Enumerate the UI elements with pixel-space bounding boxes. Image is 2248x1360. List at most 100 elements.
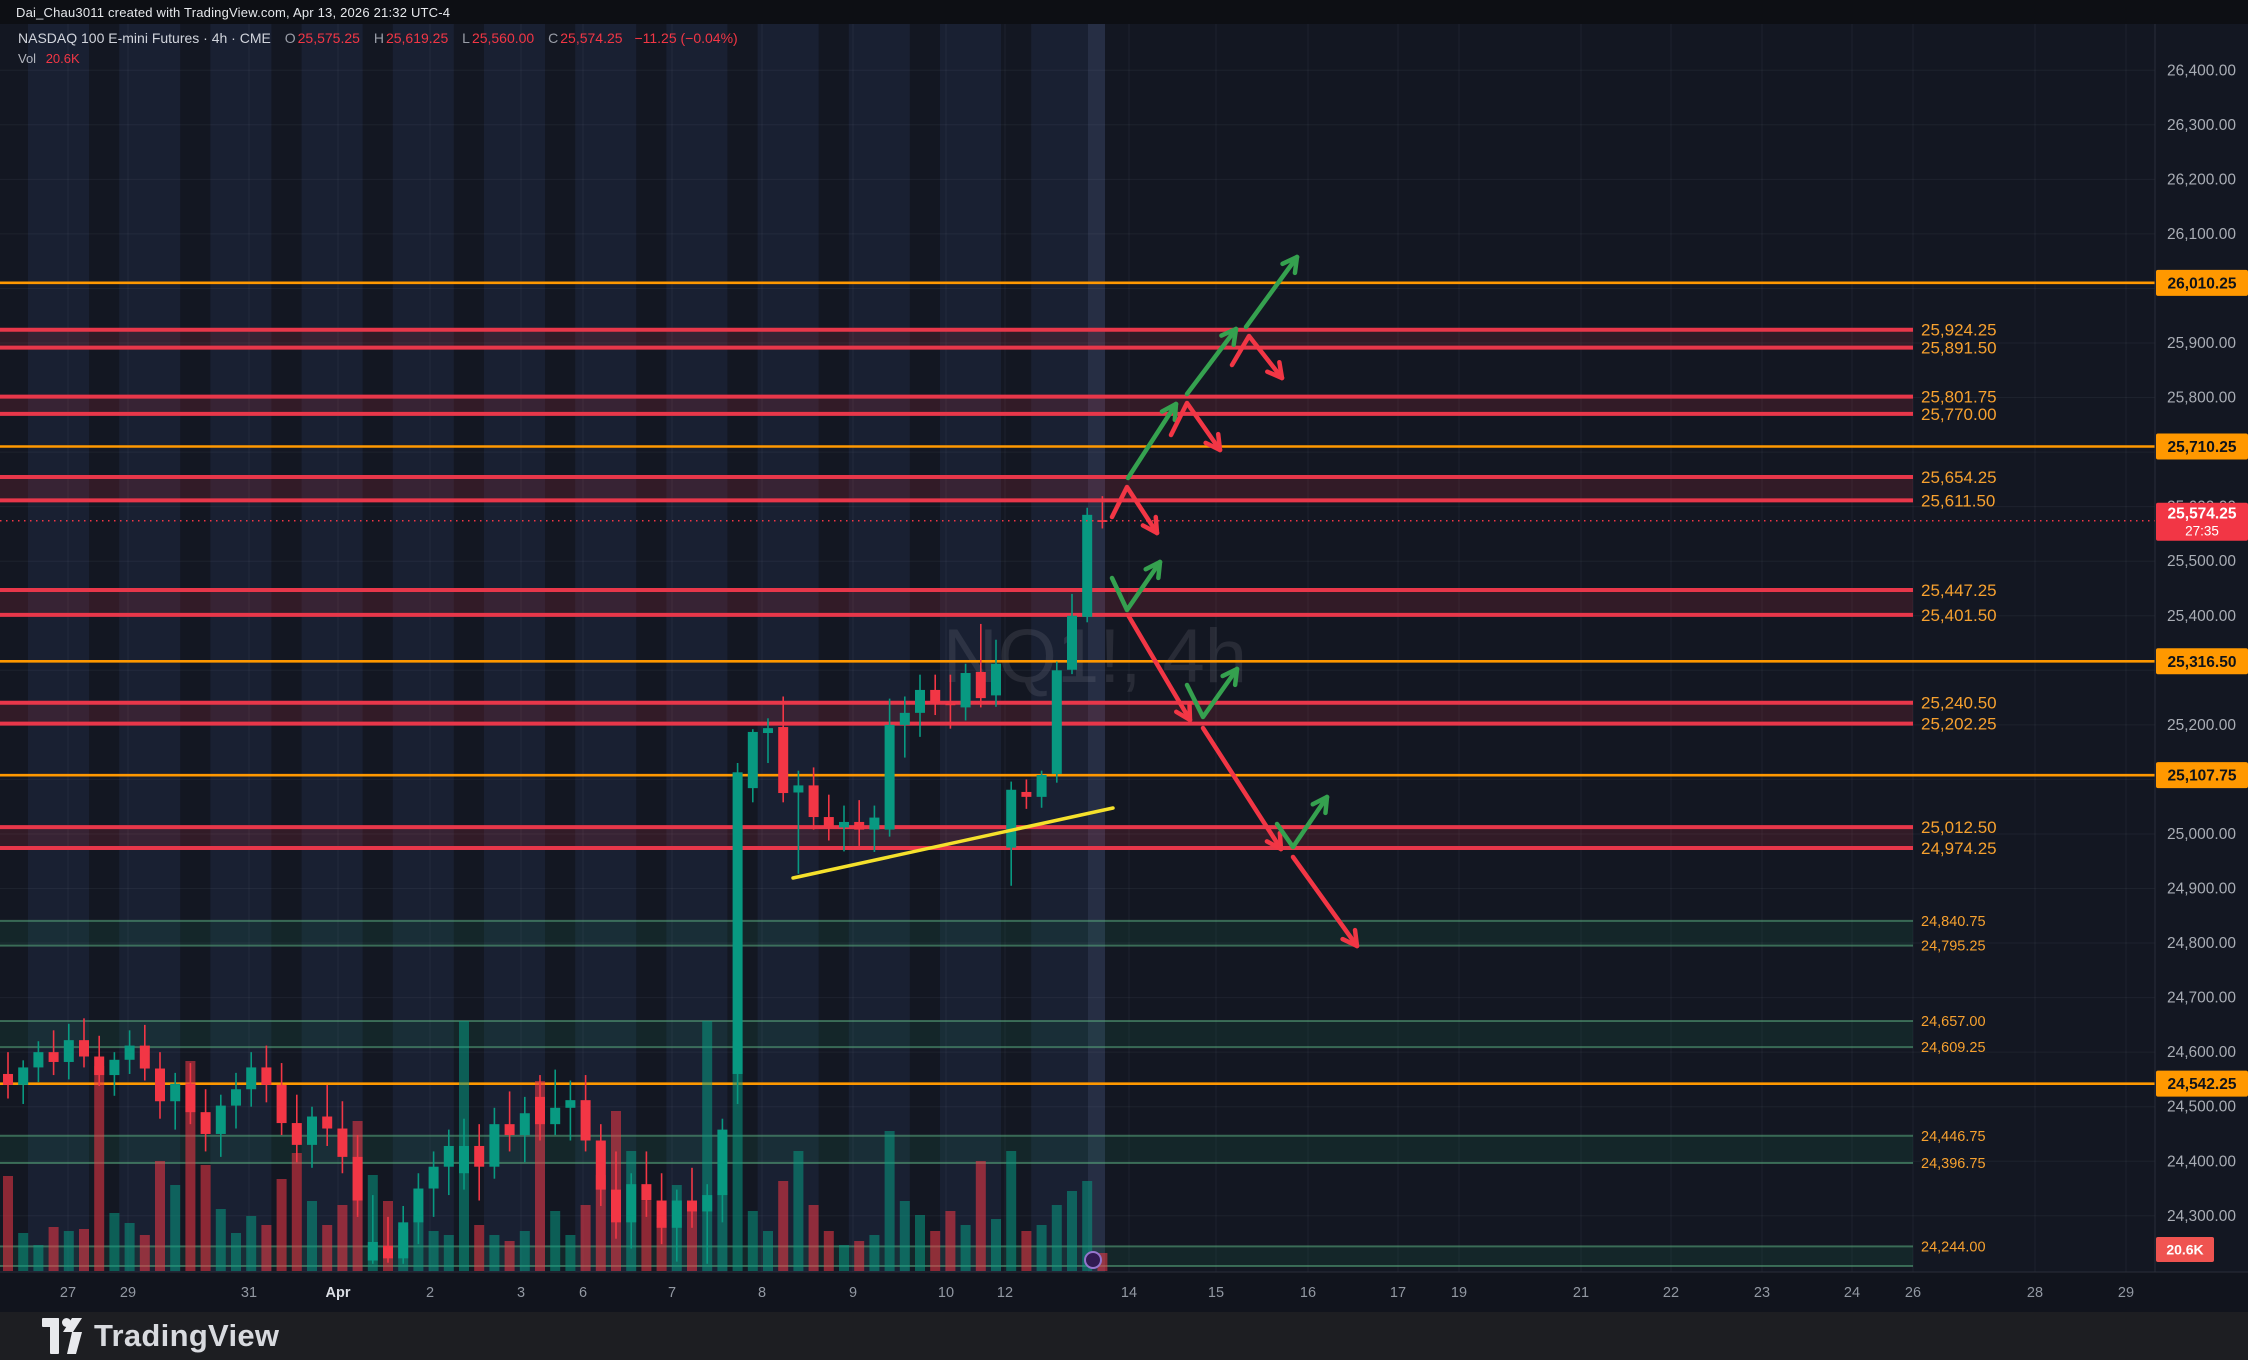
symbol-legend[interactable]: NASDAQ 100 E-mini Futures · 4h · CME O 25… (18, 30, 738, 66)
candle-body (899, 712, 910, 725)
bull-arrow[interactable] (1184, 666, 1240, 720)
bull-arrow[interactable] (1274, 794, 1330, 850)
volume-bar (139, 1235, 150, 1271)
price-axis[interactable]: 26,400.00 26,300.00 26,200.00 26,100.00 25,9… (2154, 24, 2248, 1312)
bull-arrow[interactable] (1125, 401, 1179, 481)
candle-body (869, 817, 880, 830)
bear-arrow[interactable] (1200, 725, 1284, 852)
legend-row-volume: Vol 20.6K (18, 51, 738, 66)
time-axis-label: 22 (1663, 1285, 1679, 1301)
price-axis-label: 25,800.00 (2167, 390, 2236, 407)
time-axis-label: 23 (1754, 1285, 1770, 1301)
level-label: 25,012.50 (1921, 818, 1997, 837)
volume-bar (1067, 1191, 1077, 1271)
candle-body (626, 1184, 637, 1223)
open-value: 25,575.25 (297, 30, 360, 46)
candle-body (155, 1068, 165, 1102)
time-axis-label: Apr (326, 1285, 351, 1301)
level-label: 25,202.25 (1921, 715, 1997, 734)
candle-body (185, 1083, 196, 1113)
time-axis-label: 15 (1208, 1285, 1224, 1301)
volume-bar (1051, 1205, 1062, 1271)
volume-bar (763, 1231, 773, 1271)
time-axis-label: 10 (938, 1285, 954, 1301)
bear-arrow[interactable] (1125, 612, 1193, 723)
candle-body (261, 1067, 272, 1085)
symbol-title[interactable]: NASDAQ 100 E-mini Futures · 4h · CME (18, 30, 271, 46)
orange-price-tag-text: 25,316.50 (2168, 654, 2237, 671)
volume-bar (200, 1165, 211, 1271)
volume-bar (778, 1181, 789, 1271)
candle-body (276, 1084, 287, 1124)
candle-body (717, 1129, 728, 1196)
time-axis-label: 16 (1300, 1285, 1316, 1301)
volume-bar (535, 1081, 545, 1271)
volume-bar (747, 1211, 758, 1271)
candle-body (854, 821, 865, 830)
candle-body (580, 1100, 591, 1141)
session-stripes (28, 24, 1105, 1272)
tradingview-logo-icon (42, 1318, 82, 1354)
trendline[interactable] (791, 806, 1115, 880)
volume-bar (991, 1219, 1001, 1271)
candle-body (1036, 775, 1047, 797)
drawing-anchor-badge[interactable] (1084, 1251, 1102, 1269)
volume-bar (1097, 1253, 1108, 1271)
candle-body (33, 1052, 44, 1068)
volume-bar (595, 1175, 606, 1271)
candle-body (960, 673, 971, 708)
volume-bar (823, 1231, 834, 1271)
time-axis-label: 24 (1844, 1285, 1860, 1301)
bear-arrow[interactable] (1109, 484, 1160, 536)
bull-arrow[interactable] (1243, 254, 1300, 330)
volume-bar (291, 1153, 302, 1271)
volume-value: 20.6K (45, 51, 80, 66)
time-axis-label: 28 (2027, 1285, 2043, 1301)
bull-arrow[interactable] (1184, 326, 1239, 397)
volume-bar (641, 1201, 652, 1271)
red-zones (0, 327, 1913, 850)
level-label: 25,401.50 (1921, 606, 1997, 625)
candle-body (930, 689, 941, 704)
candle-body (975, 671, 986, 699)
candle-body (884, 724, 895, 830)
bull-arrow[interactable] (1109, 559, 1163, 613)
volume-bar (717, 1191, 728, 1271)
time-axis[interactable]: 27 29 31 Apr 2 3 6 7 8 9 10 12 14 15 16 17 19 21 22 23 24 26 2… (0, 1271, 2248, 1312)
volume-bar (3, 1176, 13, 1271)
price-axis-label: 24,400.00 (2167, 1153, 2236, 1170)
candle-body (519, 1113, 530, 1136)
tradingview-logo[interactable]: TradingView (42, 1318, 279, 1354)
orange-price-tag (2156, 1070, 2248, 1097)
bar-countdown: 27:35 (2185, 524, 2219, 539)
volume-bar (580, 1205, 591, 1271)
time-axis-label: 9 (849, 1285, 857, 1301)
last-price-tag (2156, 502, 2248, 541)
time-axis-label: 6 (579, 1285, 587, 1301)
level-label: 25,611.50 (1921, 491, 1995, 510)
volume-bar (565, 1235, 576, 1271)
candle-body (291, 1123, 302, 1145)
orange-levels (0, 281, 2155, 1085)
volume-bar (428, 1231, 439, 1271)
volume-bar (899, 1201, 910, 1271)
level-label: 24,609.25 (1921, 1040, 1986, 1056)
bear-arrow[interactable] (1290, 854, 1360, 949)
level-label: 24,446.75 (1921, 1129, 1986, 1145)
volume-bar (18, 1233, 29, 1271)
volume-bar (307, 1201, 317, 1271)
candle-body (991, 663, 1001, 696)
close-value: 25,574.25 (560, 30, 623, 46)
candle-body (367, 1241, 378, 1261)
volume-bar (1082, 1181, 1093, 1271)
price-axis-label: 24,500.00 (2167, 1099, 2236, 1116)
orange-price-tag-text: 26,010.25 (2168, 275, 2237, 292)
bear-arrow[interactable] (1168, 400, 1223, 453)
bear-arrow[interactable] (1229, 333, 1285, 381)
candle-body (48, 1052, 59, 1062)
candle-body (550, 1107, 561, 1125)
candle-body (671, 1200, 682, 1228)
attribution-bar: Dai_Chau3011 created with TradingView.co… (0, 0, 2248, 24)
